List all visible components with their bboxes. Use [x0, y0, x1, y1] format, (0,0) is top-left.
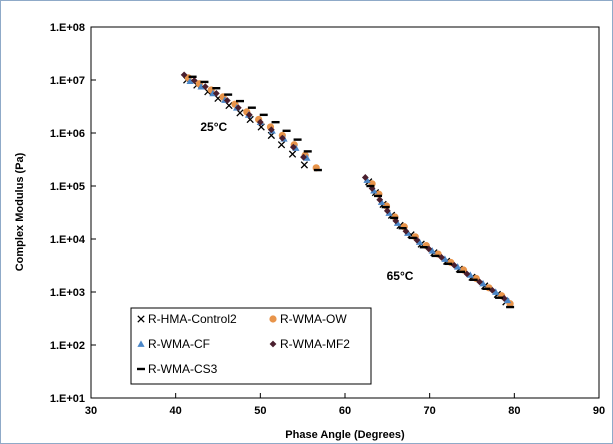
data-point — [428, 247, 436, 254]
data-point — [377, 198, 386, 205]
data-point — [278, 134, 286, 142]
legend-marker — [137, 315, 145, 323]
data-point — [463, 270, 471, 278]
data-point — [370, 186, 378, 194]
data-point — [190, 77, 198, 84]
data-point — [392, 217, 400, 225]
data-point — [441, 255, 449, 262]
series-r-wma-mf2 — [180, 71, 508, 302]
data-point — [245, 111, 253, 119]
data-point — [223, 97, 231, 104]
legend-label: R-WMA-MF2 — [280, 337, 350, 351]
x-tick-label: 30 — [85, 405, 97, 417]
temperature-annotation: 25°C — [200, 120, 227, 134]
legend: R-HMA-Control2 R-WMA-OW R-WMA-CF R-WMA-MF2 R… — [130, 307, 372, 385]
x-axis: 30 40 50 60 70 80 90 — [85, 393, 605, 417]
data-point — [300, 153, 307, 161]
data-point — [277, 141, 286, 149]
y-axis: 1.E+01 1.E+02 1.E+03 1.E+04 1.E+05 1.E+06 1.E+… — [50, 22, 96, 405]
series-r-wma-cs3 — [188, 75, 515, 309]
temperature-annotation: 65°C — [387, 269, 414, 283]
data-point — [500, 294, 508, 302]
x-tick-label: 90 — [593, 405, 605, 417]
data-point — [256, 118, 264, 126]
y-tick-label: 1.E+04 — [50, 234, 86, 246]
data-point — [288, 150, 297, 158]
data-point — [180, 71, 188, 79]
legend-label: R-HMA-Control2 — [148, 312, 237, 326]
data-point — [197, 83, 205, 90]
data-point — [186, 77, 194, 85]
data-point — [361, 174, 369, 181]
y-tick-label: 1.E+05 — [50, 181, 85, 193]
data-point — [376, 196, 384, 204]
x-axis-label: Phase Angle (Degrees) — [285, 429, 405, 441]
y-tick-label: 1.E+08 — [50, 22, 85, 34]
data-point — [492, 288, 500, 295]
legend-marker — [269, 340, 277, 348]
y-axis-label: Complex Modulus (Pa) — [14, 152, 26, 271]
data-point — [234, 104, 242, 112]
data-point — [450, 261, 458, 269]
legend-box — [130, 307, 372, 385]
x-tick-label: 80 — [508, 405, 520, 417]
x-tick-label: 70 — [424, 405, 436, 417]
legend-label: R-WMA-OW — [280, 312, 347, 326]
y-tick-label: 1.E+06 — [50, 128, 85, 140]
data-point — [415, 238, 424, 245]
data-point — [402, 227, 410, 235]
data-point — [479, 279, 487, 287]
data-point — [438, 253, 445, 261]
data-point — [385, 209, 393, 216]
data-point — [363, 176, 371, 183]
legend-marker — [269, 315, 277, 323]
data-point — [454, 263, 462, 270]
data-point — [466, 271, 474, 278]
data-point — [383, 207, 391, 215]
data-point — [393, 219, 402, 226]
x-tick-label: 40 — [170, 405, 182, 417]
data-point — [488, 286, 496, 294]
data-point — [201, 83, 209, 91]
data-point — [303, 154, 311, 161]
data-point — [289, 143, 297, 151]
data-point — [413, 236, 421, 244]
x-tick-label: 60 — [339, 405, 351, 417]
data-point — [503, 296, 512, 304]
legend-label: R-WMA-CF — [148, 337, 210, 351]
data-point — [300, 161, 309, 169]
data-point — [212, 89, 220, 97]
y-tick-label: 1.E+03 — [50, 287, 85, 299]
data-point — [476, 278, 484, 286]
annotations: 25°C 65°C — [200, 120, 413, 283]
y-tick-label: 1.E+07 — [50, 75, 85, 87]
y-tick-label: 1.E+01 — [50, 393, 85, 405]
data-point — [267, 126, 275, 134]
data-marks — [180, 71, 515, 309]
legend-marker — [137, 340, 145, 347]
y-tick-label: 1.E+02 — [50, 340, 85, 352]
x-tick-label: 50 — [254, 405, 266, 417]
legend-label: R-WMA-CS3 — [148, 362, 218, 376]
data-point — [236, 109, 244, 117]
data-point — [425, 245, 433, 253]
